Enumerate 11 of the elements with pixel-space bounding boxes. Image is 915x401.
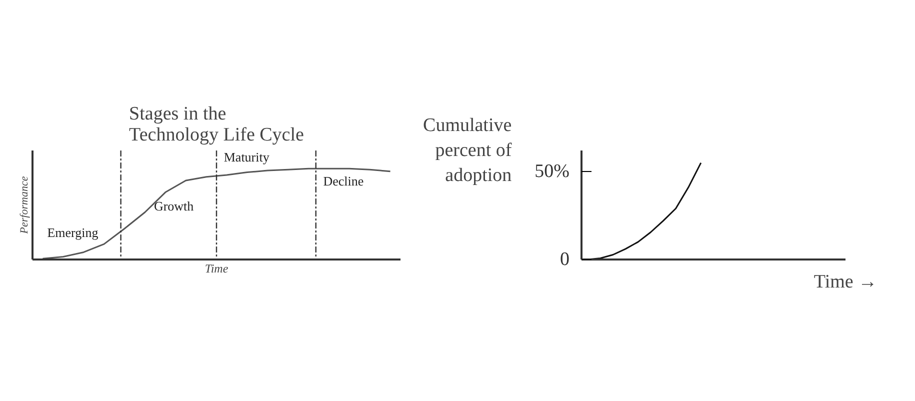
- y-tick-label: 0: [560, 249, 570, 270]
- x-axis-title: Time →: [814, 272, 878, 292]
- annotation: Growth: [154, 198, 194, 214]
- y-axis-title: Performance: [18, 176, 30, 235]
- annotation: Decline: [323, 174, 364, 189]
- chart-title: Stages in the Technology Life Cycle: [129, 104, 304, 146]
- annotation: Emerging: [47, 224, 99, 240]
- x-axis-title: Time: [204, 262, 229, 276]
- y-tick-label: 50%: [534, 161, 570, 182]
- text: Maturity: [224, 150, 270, 165]
- y-axis-title: Cumulative percent of adoption: [423, 114, 512, 186]
